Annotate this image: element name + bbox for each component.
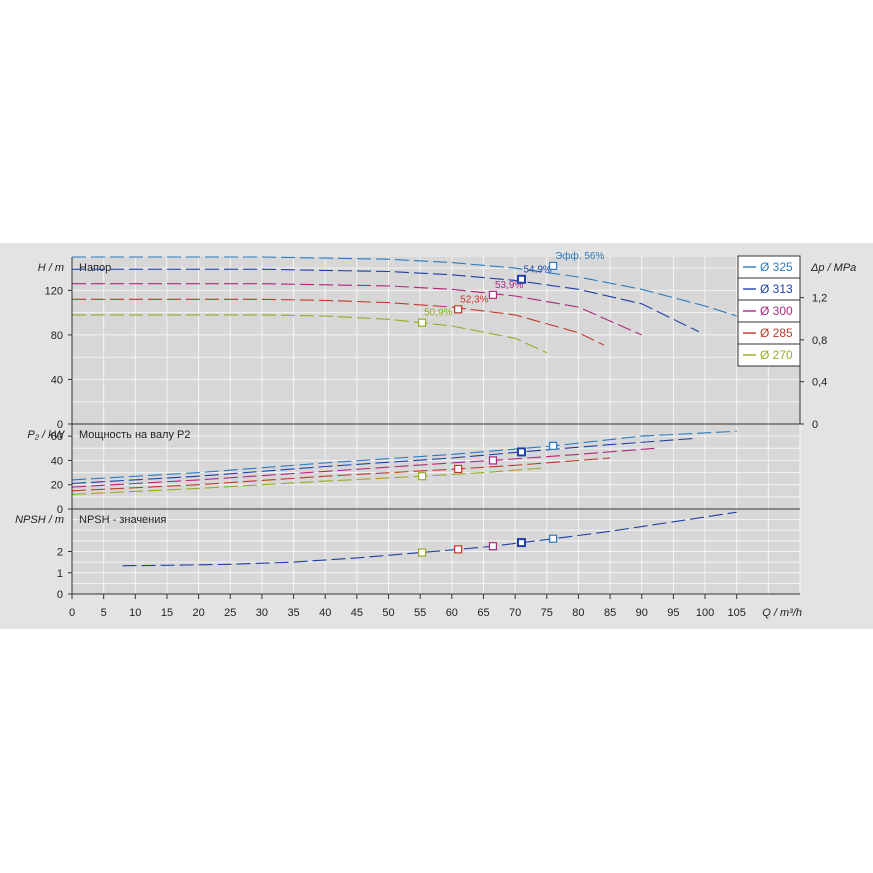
pump-curve-chart: 0 40 80 120 H / m Напор 0 0,4 0,8 1,2 Δp / MPa 50,9… xyxy=(0,243,873,629)
x-tick-label: 80 xyxy=(572,607,584,619)
power_panel-series-Ø 285 xyxy=(71,457,611,492)
head_panel-y-tick-label: 0 xyxy=(57,419,63,431)
power_panel-point-marker xyxy=(549,441,558,450)
x-tick-label: 55 xyxy=(414,607,426,619)
power_panel-series-Ø 313 xyxy=(71,438,693,485)
x-axis-label: Q / m³/h xyxy=(762,607,802,619)
head_panel-point-marker xyxy=(516,274,526,284)
right-tick-label: 0,4 xyxy=(812,377,827,389)
x-tick-label: 20 xyxy=(192,607,204,619)
x-tick-label: 60 xyxy=(446,607,458,619)
head_panel-series-Ø 270 xyxy=(72,314,548,354)
head_panel-series-Ø 313 xyxy=(72,268,699,333)
x-tick-label: 10 xyxy=(129,607,141,619)
power_panel-title: Мощность на валу P2 xyxy=(79,429,191,441)
head_panel-point-label: 53,9% xyxy=(495,280,523,291)
power_panel-y-tick-label: 0 xyxy=(57,504,63,516)
legend: Ø 325 Ø 313 Ø 300 Ø 285 Ø 270 xyxy=(737,255,801,367)
x-tick-label: 75 xyxy=(541,607,553,619)
x-tick-label: 50 xyxy=(382,607,394,619)
x-tick-label: 45 xyxy=(351,607,363,619)
head_panel-y-tick-label: 80 xyxy=(51,330,63,342)
x-tick-label: 15 xyxy=(161,607,173,619)
head_panel-point-marker xyxy=(454,305,463,314)
head_panel-y-tick-label: 120 xyxy=(45,285,63,297)
legend-label: Ø 285 xyxy=(760,326,793,340)
head_panel-point-label: Эфф. 56% xyxy=(555,250,604,262)
head_panel-point-marker xyxy=(488,290,498,299)
npsh_panel-point-marker xyxy=(516,538,526,548)
npsh_panel-title: NPSH - значения xyxy=(79,514,166,526)
head_panel-series-Ø 300 xyxy=(72,283,642,336)
x-tick-label: 65 xyxy=(477,607,489,619)
power_panel-point-marker xyxy=(417,472,427,481)
right-tick-label: 0 xyxy=(812,419,818,431)
npsh_panel-y-tick-label: 2 xyxy=(57,547,63,559)
legend-label: Ø 325 xyxy=(760,260,793,274)
x-tick-label: 5 xyxy=(101,607,107,619)
legend-label: Ø 313 xyxy=(760,282,793,296)
legend-label: Ø 300 xyxy=(760,304,793,318)
head_panel-point-marker xyxy=(549,261,558,271)
power_panel-point-marker xyxy=(488,456,498,465)
power_panel-series-Ø 300 xyxy=(71,447,655,488)
x-tick-label: 105 xyxy=(728,607,746,619)
legend-item-box xyxy=(737,343,801,367)
power_panel-y-tick-label: 40 xyxy=(51,455,63,467)
x-tick-label: 90 xyxy=(636,607,648,619)
head_panel-y-tick-label: 40 xyxy=(51,374,63,386)
power_panel-series-Ø 325 xyxy=(71,430,737,481)
head_panel-y-axis-label: H / m xyxy=(38,262,64,274)
right-tick-label: 0,8 xyxy=(812,335,827,347)
right-tick-label: 1,2 xyxy=(812,293,827,305)
right-axis-label: Δp / MPa xyxy=(810,262,856,274)
x-tick-label: 35 xyxy=(287,607,299,619)
npsh_panel-point-marker xyxy=(488,542,498,551)
x-tick-label: 95 xyxy=(667,607,679,619)
power_panel-y-tick-label: 60 xyxy=(51,431,63,443)
head_panel-point-label: 54,9% xyxy=(523,264,551,275)
npsh_panel-y-axis-label: NPSH / m xyxy=(15,514,64,526)
head_panel-title: Напор xyxy=(79,262,111,274)
head_panel-point-label: 52,3% xyxy=(460,294,488,305)
legend-label: Ø 270 xyxy=(760,348,793,362)
x-tick-label: 100 xyxy=(696,607,714,619)
npsh_panel-point-marker xyxy=(454,545,463,554)
power_panel-y-tick-label: 20 xyxy=(51,480,63,492)
npsh_panel-point-marker xyxy=(549,534,558,543)
x-tick-label: 70 xyxy=(509,607,521,619)
head_panel-point-label: 50,9% xyxy=(424,308,452,319)
npsh_panel-y-tick-label: 0 xyxy=(57,589,63,601)
head_panel-point-marker xyxy=(417,318,427,327)
x-tick-label: 0 xyxy=(69,607,75,619)
power_panel-point-marker xyxy=(516,447,526,457)
npsh_panel-y-tick-label: 1 xyxy=(57,568,63,580)
head_panel-series-Ø 285 xyxy=(72,298,605,346)
power_panel-point-marker xyxy=(454,464,463,474)
x-tick-label: 25 xyxy=(224,607,236,619)
x-tick-label: 40 xyxy=(319,607,331,619)
head_panel-series-Ø 325 xyxy=(72,256,737,317)
npsh_panel-point-marker xyxy=(417,548,427,557)
x-tick-label: 85 xyxy=(604,607,616,619)
power_panel-y-axis-label: P₂ / kW xyxy=(27,429,65,441)
x-tick-label: 30 xyxy=(256,607,268,619)
power_panel-series-Ø 270 xyxy=(71,467,547,495)
